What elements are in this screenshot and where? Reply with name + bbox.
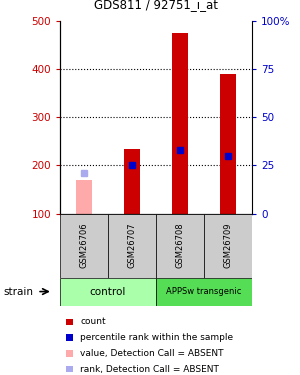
Text: count: count (80, 317, 106, 326)
Bar (172, 33, 188, 214)
Text: rank, Detection Call = ABSENT: rank, Detection Call = ABSENT (80, 364, 219, 374)
Text: GDS811 / 92751_i_at: GDS811 / 92751_i_at (94, 0, 218, 11)
Text: GSM26706: GSM26706 (80, 223, 88, 268)
Text: GSM26708: GSM26708 (176, 223, 184, 268)
Bar (124, 148, 140, 214)
Text: strain: strain (3, 286, 33, 297)
Text: APPSw transgenic: APPSw transgenic (166, 287, 242, 296)
Bar (156, 214, 204, 278)
Text: GSM26707: GSM26707 (128, 223, 136, 268)
Text: GSM26709: GSM26709 (224, 223, 232, 268)
Bar (60, 278, 156, 306)
Text: percentile rank within the sample: percentile rank within the sample (80, 333, 233, 342)
Text: value, Detection Call = ABSENT: value, Detection Call = ABSENT (80, 349, 224, 358)
Bar (60, 214, 108, 278)
Bar (76, 180, 92, 214)
Bar (220, 74, 236, 214)
Text: control: control (90, 286, 126, 297)
Bar (156, 278, 252, 306)
Bar (204, 214, 252, 278)
Bar (108, 214, 156, 278)
